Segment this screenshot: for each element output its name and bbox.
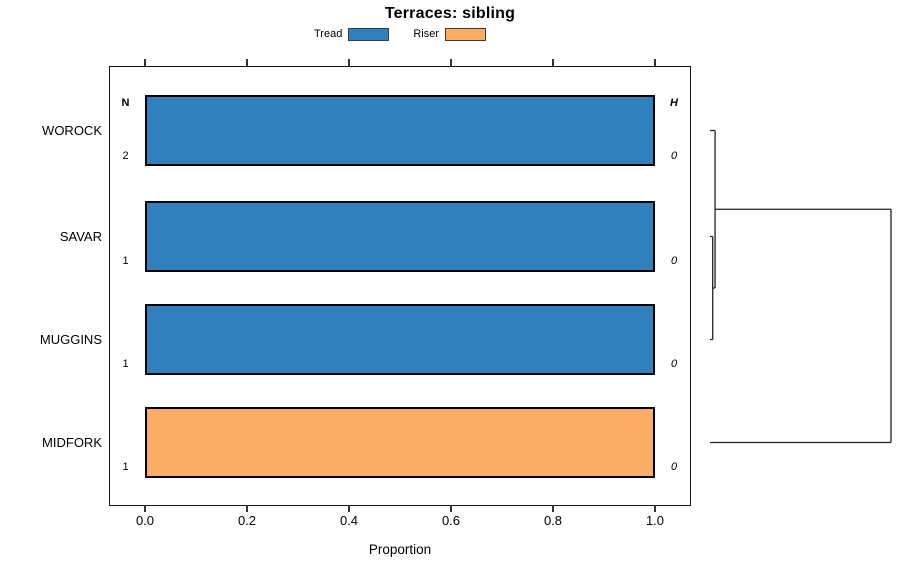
row-label-worock: WOROCK xyxy=(42,123,102,138)
x-axis-tick xyxy=(144,59,146,66)
x-tick-label: 0.8 xyxy=(543,513,563,528)
legend-label-riser: Riser xyxy=(413,28,439,40)
legend-swatch-riser xyxy=(445,27,486,41)
legend: Tread Riser xyxy=(100,26,700,42)
x-axis-tick xyxy=(450,59,452,66)
x-axis-tick xyxy=(246,59,248,66)
n-value-midfork: 1 xyxy=(122,461,129,473)
column-header-h: H xyxy=(670,97,678,109)
bar-segment-tread xyxy=(145,201,655,272)
x-axis-tick xyxy=(246,505,248,512)
row-label-savar: SAVAR xyxy=(59,229,102,244)
bar-segment-tread xyxy=(145,95,655,166)
x-axis-tick xyxy=(144,505,146,512)
bar-segment-riser xyxy=(145,407,655,478)
row-label-muggins: MUGGINS xyxy=(39,332,102,347)
legend-swatch-tread xyxy=(348,27,390,41)
legend-item-riser: Riser xyxy=(413,27,486,41)
bar-segment-tread xyxy=(145,304,655,375)
bar-row-worock xyxy=(145,95,655,166)
x-tick-label: 1.0 xyxy=(645,513,665,528)
legend-label-tread: Tread xyxy=(314,28,343,40)
bar-row-muggins xyxy=(145,304,655,375)
x-axis-tick xyxy=(552,505,554,512)
legend-item-tread: Tread xyxy=(314,27,390,41)
h-value-savar: 0 xyxy=(670,255,678,267)
x-axis-tick xyxy=(450,505,452,512)
x-axis-title: Proportion xyxy=(368,542,432,557)
x-axis-tick xyxy=(654,505,656,512)
h-value-midfork: 0 xyxy=(670,461,678,473)
bar-row-savar xyxy=(145,201,655,272)
x-axis-tick xyxy=(348,505,350,512)
x-axis-tick xyxy=(654,59,656,66)
x-tick-label: 0.4 xyxy=(339,513,359,528)
x-tick-label: 0.0 xyxy=(135,513,155,528)
n-value-savar: 1 xyxy=(122,255,129,267)
chart-title: Terraces: sibling xyxy=(384,5,516,22)
x-tick-label: 0.6 xyxy=(441,513,461,528)
x-tick-label: 0.2 xyxy=(237,513,257,528)
row-label-midfork: MIDFORK xyxy=(42,435,102,450)
x-axis-tick xyxy=(348,59,350,66)
h-value-worock: 0 xyxy=(670,150,678,162)
h-value-muggins: 0 xyxy=(670,358,678,370)
n-value-muggins: 1 xyxy=(122,358,129,370)
n-value-worock: 2 xyxy=(122,150,129,162)
bar-row-midfork xyxy=(145,407,655,478)
column-header-n: N xyxy=(121,97,130,109)
x-axis-tick xyxy=(552,59,554,66)
